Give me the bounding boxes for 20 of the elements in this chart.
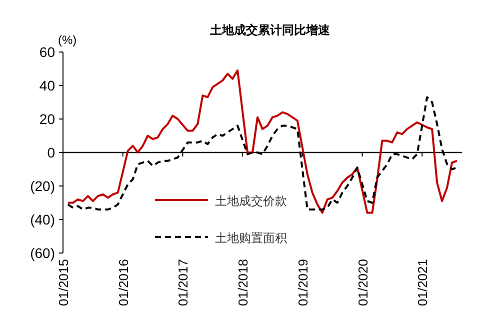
y-axis-title: (%) — [58, 33, 77, 47]
y-tick-label: 60 — [39, 44, 56, 60]
chart-title: 土地成交累计同比增速 — [209, 23, 331, 37]
y-tick-label: 0 — [47, 144, 56, 160]
x-tick-label: 01/2020 — [355, 259, 370, 306]
x-tick-label: 01/2018 — [236, 259, 251, 306]
legend-label: 土地成交价款 — [215, 194, 287, 208]
x-tick-label: 01/2019 — [295, 259, 310, 306]
y-tick-label: 20 — [39, 111, 56, 127]
x-tick-label: 01/2016 — [116, 259, 131, 306]
line-series — [66, 69, 458, 214]
x-tick-label: 01/2021 — [415, 259, 430, 306]
y-tick-label: (20) — [30, 178, 55, 194]
x-tick-label: 01/2015 — [56, 259, 71, 306]
x-tick-label: 01/2017 — [176, 259, 191, 306]
y-tick-label: (60) — [30, 245, 55, 261]
legend-label: 土地购置面积 — [215, 231, 287, 245]
line-series — [66, 96, 458, 210]
y-tick-label: (40) — [30, 212, 55, 228]
y-tick-label: 40 — [39, 78, 56, 94]
